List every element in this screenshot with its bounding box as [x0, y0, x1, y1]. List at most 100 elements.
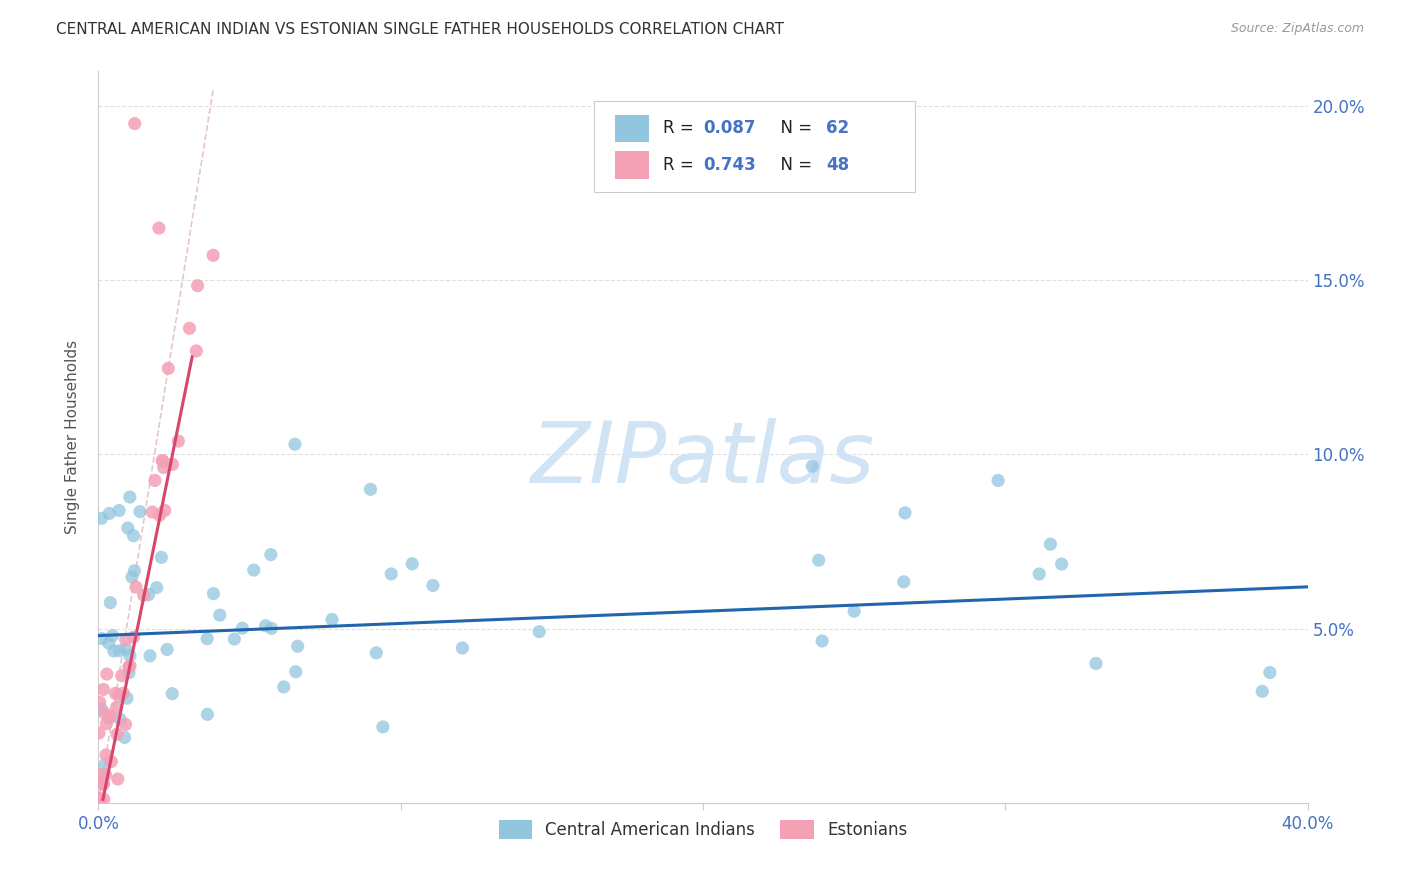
Point	[150, 453, 173, 467]
Point	[107, 772, 129, 786]
Point	[243, 563, 266, 577]
Point	[124, 117, 146, 131]
Point	[98, 709, 121, 723]
Point	[152, 460, 174, 475]
Point	[987, 474, 1010, 488]
Point	[371, 720, 394, 734]
Point	[87, 792, 110, 806]
Point	[197, 707, 219, 722]
Point	[1251, 684, 1274, 698]
Point	[94, 757, 117, 772]
Point	[98, 711, 121, 725]
Point	[187, 278, 209, 293]
Point	[145, 581, 167, 595]
Point	[89, 695, 111, 709]
Point	[91, 632, 114, 646]
Point	[104, 686, 127, 700]
Point	[98, 507, 121, 521]
Point	[401, 557, 423, 571]
Point	[108, 712, 131, 726]
Text: Source: ZipAtlas.com: Source: ZipAtlas.com	[1230, 22, 1364, 36]
Point	[167, 434, 190, 448]
Legend: Central American Indians, Estonians: Central American Indians, Estonians	[492, 814, 914, 846]
Point	[87, 792, 110, 806]
Text: 48: 48	[827, 156, 849, 174]
Text: R =: R =	[664, 156, 699, 174]
Point	[195, 632, 218, 646]
Point	[118, 648, 141, 663]
Point	[156, 642, 179, 657]
Point	[94, 706, 117, 721]
Text: 0.743: 0.743	[703, 156, 756, 174]
Point	[115, 691, 138, 706]
Point	[101, 629, 124, 643]
Point	[811, 634, 834, 648]
Point	[114, 717, 136, 731]
FancyBboxPatch shape	[595, 101, 915, 192]
Bar	[614, 114, 648, 143]
Point	[122, 630, 145, 644]
Point	[186, 343, 208, 358]
Point	[149, 508, 172, 523]
Point	[360, 483, 382, 497]
Point	[321, 613, 343, 627]
Text: 0.087: 0.087	[703, 120, 755, 137]
Point	[108, 643, 131, 657]
Point	[118, 490, 141, 504]
Point	[202, 248, 225, 262]
Point	[260, 548, 283, 562]
Point	[114, 642, 136, 657]
Point	[138, 588, 160, 602]
Point	[143, 474, 166, 488]
Y-axis label: Single Father Households: Single Father Households	[65, 340, 80, 534]
Point	[93, 776, 115, 790]
Point	[87, 791, 110, 805]
Point	[202, 587, 225, 601]
Point	[93, 792, 115, 806]
Point	[129, 505, 152, 519]
Point	[1050, 557, 1073, 571]
Point	[117, 521, 139, 535]
Point	[1258, 665, 1281, 680]
Point	[894, 506, 917, 520]
Point	[150, 550, 173, 565]
Point	[162, 687, 184, 701]
Point	[118, 658, 141, 673]
Point	[148, 221, 170, 235]
Point	[96, 667, 118, 681]
Point	[124, 564, 146, 578]
Point	[366, 646, 388, 660]
Point	[91, 682, 114, 697]
Point	[122, 529, 145, 543]
Point	[208, 608, 231, 623]
Text: ZIPatlas: ZIPatlas	[531, 417, 875, 500]
Point	[118, 665, 141, 680]
Point	[231, 621, 253, 635]
Point	[284, 665, 307, 679]
Point	[91, 778, 114, 792]
Point	[89, 792, 111, 806]
Point	[179, 321, 201, 335]
Point	[96, 747, 118, 762]
Point	[529, 624, 551, 639]
Point	[260, 622, 283, 636]
Point	[153, 503, 176, 517]
Point	[114, 731, 136, 745]
Text: N =: N =	[769, 156, 817, 174]
Point	[97, 636, 120, 650]
Point	[90, 511, 112, 525]
Point	[90, 767, 112, 781]
Point	[96, 716, 118, 731]
Point	[90, 702, 112, 716]
Point	[273, 680, 295, 694]
Point	[121, 570, 143, 584]
Point	[112, 686, 135, 700]
Point	[108, 503, 131, 517]
Point	[111, 669, 134, 683]
Point	[94, 767, 117, 781]
Point	[152, 454, 174, 468]
Point	[98, 596, 121, 610]
Point	[114, 632, 136, 647]
Point	[1028, 566, 1050, 581]
Point	[254, 618, 277, 632]
